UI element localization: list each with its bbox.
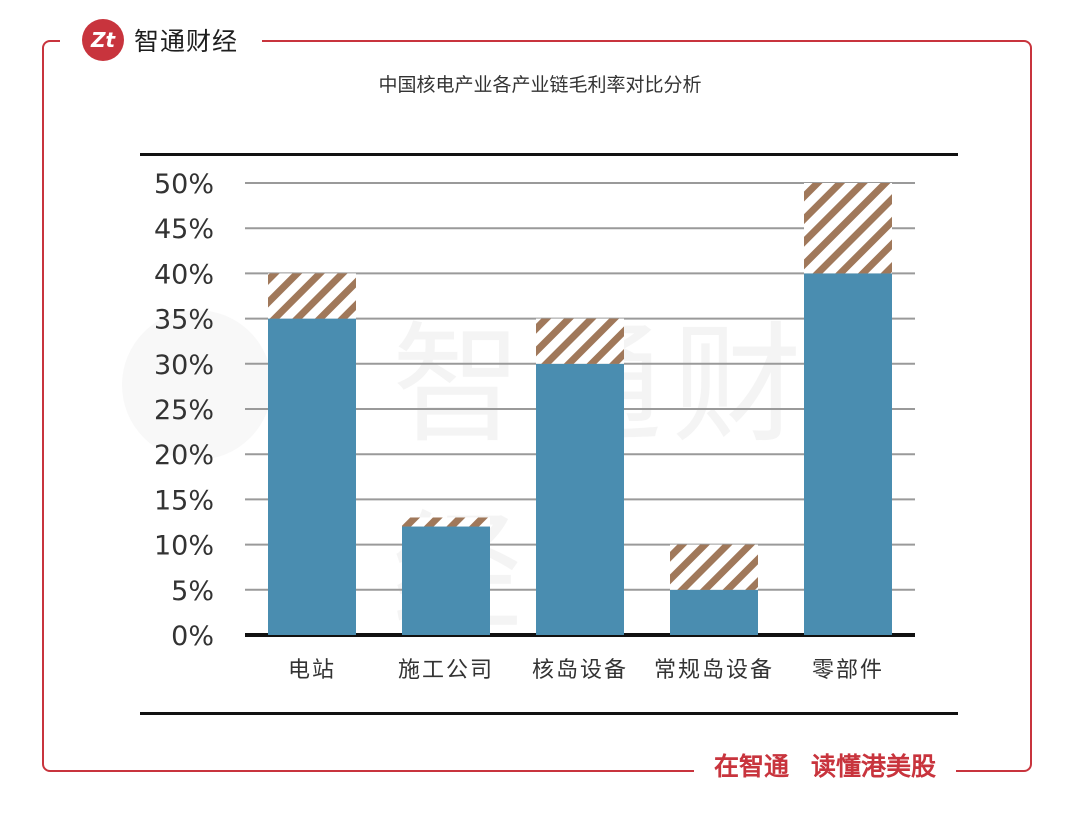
- x-tick-label: 施工公司: [398, 658, 494, 683]
- x-tick-label: 核岛设备: [532, 658, 628, 683]
- brand-header: Zt 智通财经: [60, 10, 263, 70]
- y-tick-label: 5%: [171, 576, 214, 607]
- y-tick-label: 40%: [154, 259, 214, 290]
- card-frame: [42, 40, 1032, 772]
- slogan-part2: 读懂港美股: [811, 752, 937, 781]
- x-tick-label: 零部件: [812, 658, 884, 683]
- brand-name: 智通财经: [134, 27, 239, 56]
- y-tick-label: 35%: [154, 305, 214, 336]
- bar-hatched-segment: [536, 318, 624, 364]
- y-tick-label: 15%: [154, 485, 214, 516]
- brand-logo-icon: Zt: [82, 19, 124, 61]
- slogan-part1: 在智通: [714, 752, 790, 781]
- bar-hatched-segment: [804, 183, 892, 274]
- x-tick-label: 常规岛设备: [654, 658, 774, 683]
- y-tick-label: 25%: [154, 395, 214, 426]
- bar-base: [670, 589, 758, 635]
- bar-base: [268, 318, 356, 635]
- slogan: 在智通 读懂港美股: [694, 740, 957, 790]
- bar-base: [804, 273, 892, 635]
- bar-base: [402, 526, 490, 635]
- chart-title: 中国核电产业各产业链毛利率对比分析: [378, 74, 702, 96]
- y-tick-label: 10%: [154, 531, 214, 562]
- bar-hatched-segment: [670, 544, 758, 590]
- y-tick-label: 0%: [171, 621, 214, 652]
- chart-bottom-rule: [140, 712, 958, 715]
- bar-hatched-segment: [402, 517, 490, 527]
- y-tick-label: 50%: [154, 169, 214, 200]
- bar-base: [536, 363, 624, 635]
- y-tick-label: 30%: [154, 350, 214, 381]
- x-tick-label: 电站: [288, 658, 336, 683]
- y-tick-label: 20%: [154, 440, 214, 471]
- bar-hatched-segment: [268, 273, 356, 319]
- y-tick-label: 45%: [154, 214, 214, 245]
- chart-top-rule: [140, 153, 958, 156]
